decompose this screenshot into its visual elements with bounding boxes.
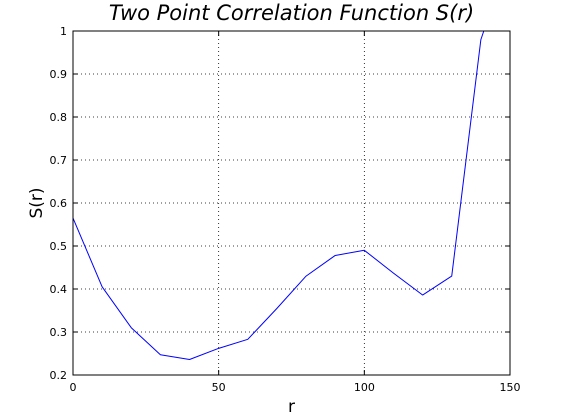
y-tick-label: 0.6 [50, 197, 68, 210]
x-tick-label: 100 [354, 381, 375, 394]
y-tick-label: 1 [60, 25, 67, 38]
y-tick-label: 0.5 [50, 240, 68, 253]
y-tick-label: 0.7 [50, 154, 68, 167]
x-tick-label: 50 [212, 381, 226, 394]
x-axis-label: r [288, 397, 295, 417]
series-layer [72, 30, 485, 361]
plot-background [73, 31, 510, 375]
ticks: 0 50 100 150 0.2 0.3 0.4 0.5 0.6 0.7 0.8 0.9 1 [50, 25, 521, 394]
y-tick-label: 0.3 [50, 326, 68, 339]
y-tick-label: 0.9 [50, 68, 68, 81]
chart-title: Two Point Correlation Function S(r) [109, 1, 474, 25]
series-line [72, 30, 485, 361]
y-tick-label: 0.4 [50, 283, 68, 296]
grid [73, 31, 510, 375]
y-tick-label: 0.8 [50, 111, 68, 124]
y-tick-label: 0.2 [50, 369, 68, 382]
y-axis-label: S(r) [27, 187, 47, 218]
x-tick-label: 150 [500, 381, 521, 394]
x-tick-label: 0 [70, 381, 77, 394]
